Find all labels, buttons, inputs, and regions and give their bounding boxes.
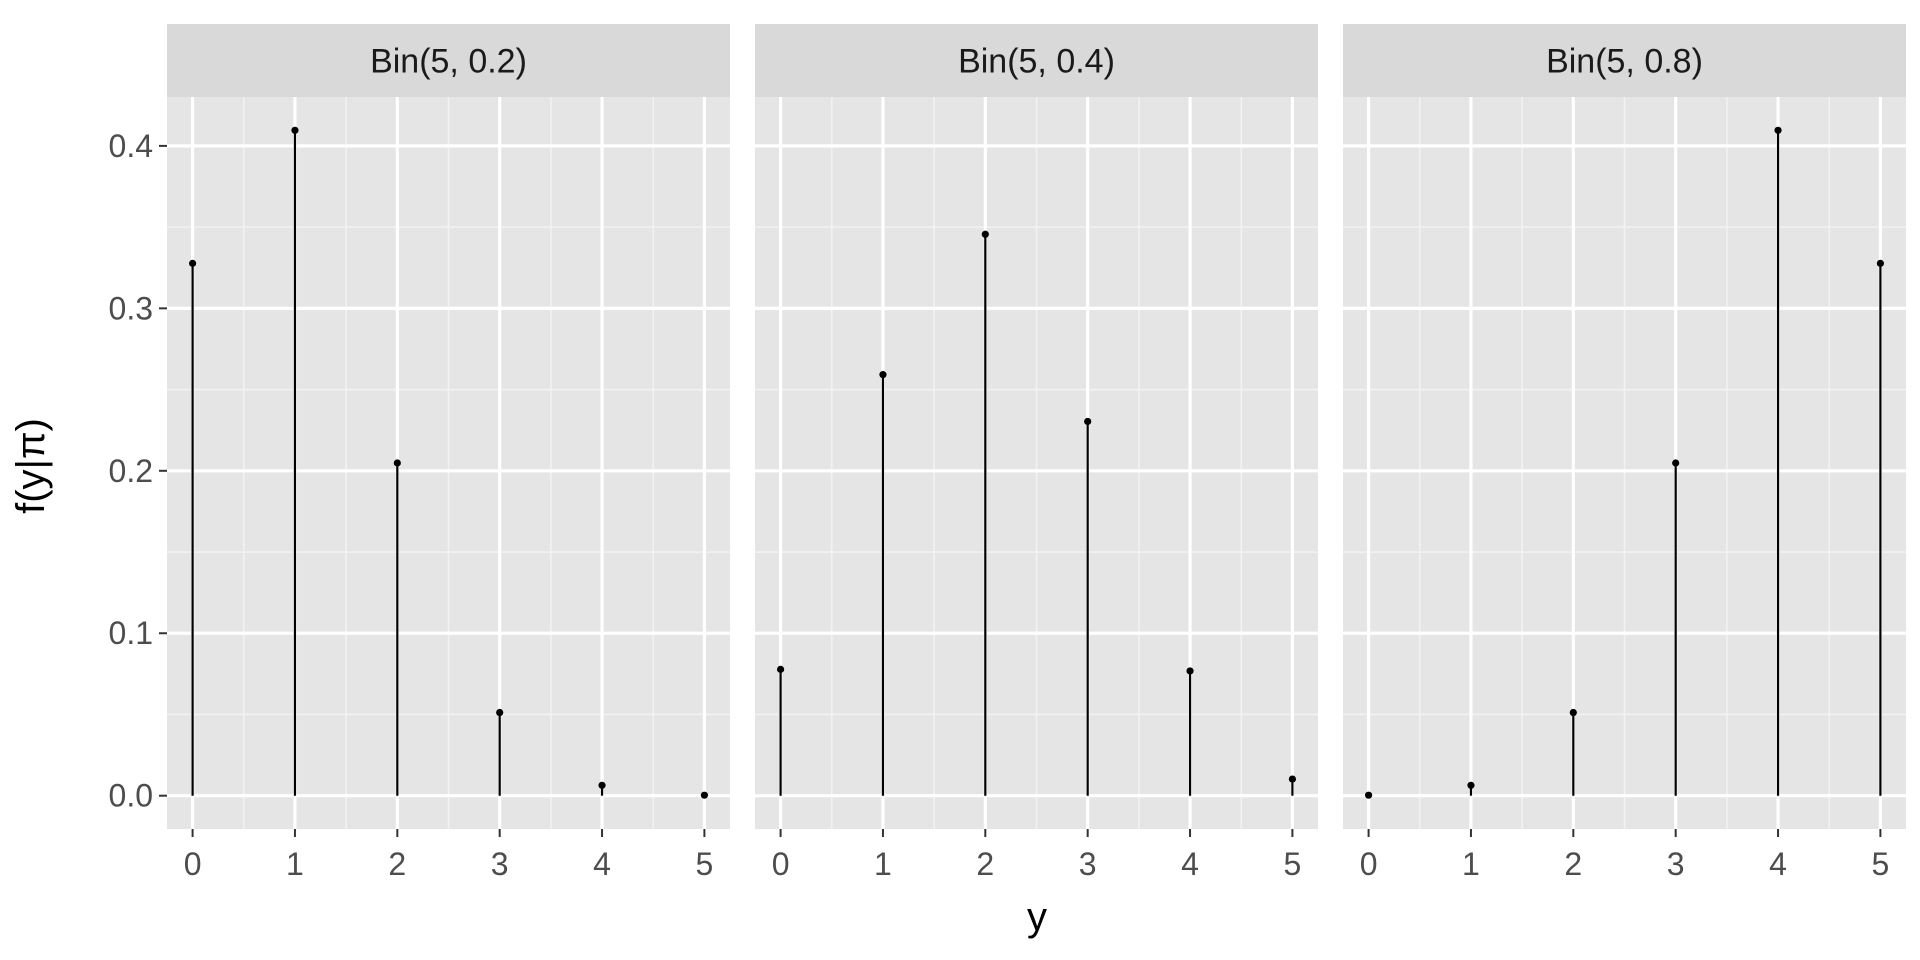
x-axis-title: y: [1027, 895, 1047, 939]
point: [1084, 417, 1092, 426]
point: [1186, 667, 1194, 675]
x-tick-label: 3: [1079, 846, 1097, 882]
point: [1467, 781, 1475, 789]
y-tick-label: 0.4: [109, 128, 153, 164]
point: [776, 665, 785, 673]
point: [598, 781, 606, 789]
y-tick-label: 0.0: [109, 778, 153, 814]
x-tick-label: 5: [1284, 846, 1302, 882]
facet-strip: [167, 24, 730, 97]
y-axis: 0.0 0.1 0.2 0.3 0.4: [109, 128, 167, 814]
y-tick-label: 0.3: [109, 290, 153, 326]
x-tick-label: 0: [772, 846, 790, 882]
point: [1672, 459, 1680, 467]
x-tick-label: 5: [696, 846, 714, 882]
point: [1364, 791, 1373, 799]
y-tick-label: 0.2: [109, 453, 153, 489]
x-tick-label: 5: [1872, 846, 1890, 882]
x-tick-label: 1: [286, 846, 304, 882]
point: [879, 371, 887, 379]
facet-panel-2: Bin(5, 0.4) 0 1 2 3 4 5: [755, 24, 1318, 882]
facet-strip: [755, 24, 1318, 97]
x-tick-label: 2: [388, 846, 406, 882]
x-tick-label: 0: [1360, 846, 1378, 882]
point: [1876, 259, 1885, 267]
x-tick-label: 0: [184, 846, 202, 882]
point: [1569, 708, 1577, 717]
x-tick-label: 2: [1564, 846, 1582, 882]
x-tick-label: 4: [1181, 846, 1199, 882]
facet-strip-label: Bin(5, 0.8): [1546, 43, 1703, 81]
facet-panel-1: Bin(5, 0.2) 0 1 2 3 4 5: [167, 24, 730, 882]
point: [393, 459, 401, 467]
x-tick-label: 1: [1462, 846, 1480, 882]
point: [291, 126, 299, 134]
facet-strip-label: Bin(5, 0.4): [958, 43, 1115, 81]
point: [700, 791, 709, 799]
y-axis-title: f(y|π): [9, 418, 53, 514]
point: [1288, 775, 1297, 783]
point: [188, 259, 197, 267]
point: [981, 230, 989, 238]
y-tick-label: 0.1: [109, 615, 153, 651]
x-tick-label: 1: [874, 846, 892, 882]
point: [1774, 126, 1782, 134]
x-tick-label: 2: [976, 846, 994, 882]
facet-strip: [1343, 24, 1906, 97]
x-tick-label: 4: [593, 846, 611, 882]
x-tick-label: 4: [1769, 846, 1787, 882]
point: [496, 708, 504, 717]
x-tick-label: 3: [491, 846, 509, 882]
facet-strip-label: Bin(5, 0.2): [370, 43, 527, 81]
x-tick-label: 3: [1667, 846, 1685, 882]
facet-panel-3: Bin(5, 0.8) 0 1 2 3 4 5: [1343, 24, 1906, 882]
